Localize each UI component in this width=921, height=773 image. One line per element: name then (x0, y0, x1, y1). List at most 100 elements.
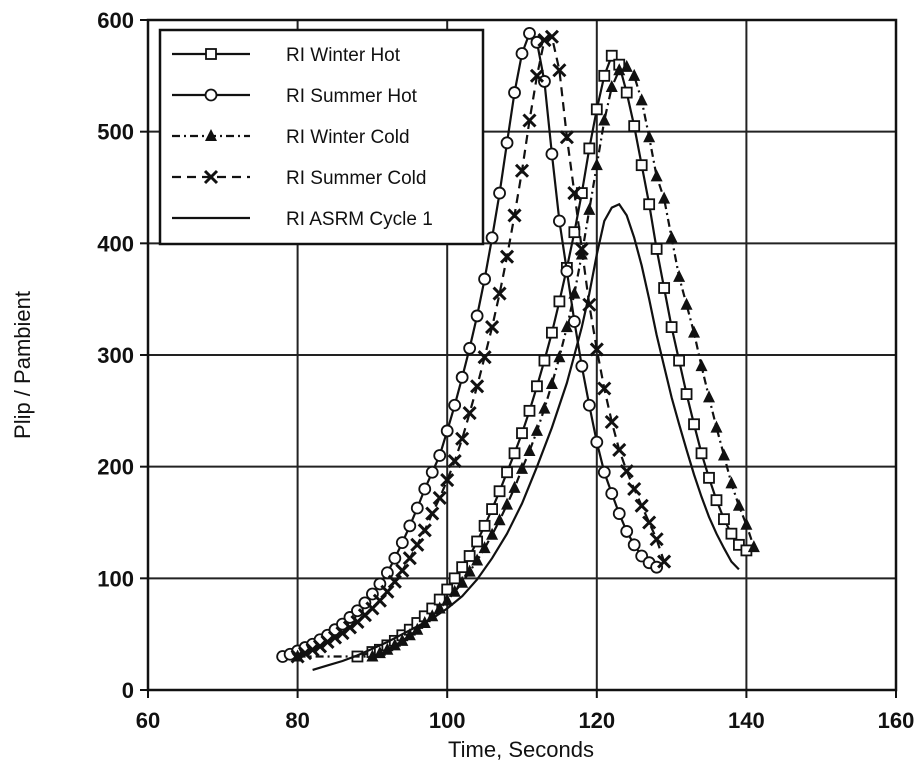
x-marker (380, 584, 395, 599)
triangle-marker (583, 202, 596, 215)
triangle-marker (747, 540, 760, 553)
square-marker (590, 103, 603, 116)
triangle-marker (478, 541, 491, 554)
square-marker (531, 380, 543, 393)
triangle-marker (493, 513, 506, 526)
circle-marker (418, 482, 432, 496)
x-axis-label: Time, Seconds (448, 737, 594, 762)
circle-marker (403, 519, 417, 533)
triangle-marker (396, 633, 409, 646)
y-tick-label: 200 (97, 455, 134, 480)
circle-marker (351, 604, 364, 618)
circle-marker (627, 538, 641, 552)
circle-marker (440, 424, 454, 438)
triangle-marker (411, 622, 424, 635)
square-marker (680, 388, 693, 400)
legend-label: RI ASRM Cycle 1 (286, 209, 433, 230)
triangle-marker (598, 113, 611, 126)
triangle-marker (695, 359, 708, 372)
x-marker (552, 63, 567, 78)
square-marker (620, 86, 633, 99)
square-marker (546, 326, 558, 339)
triangle-marker (530, 423, 543, 436)
x-marker (567, 186, 582, 201)
triangle-marker (471, 553, 484, 566)
circle-marker (597, 465, 611, 479)
triangle-marker (590, 158, 603, 171)
square-marker (598, 69, 611, 82)
y-axis-label: Plip / Pambient (10, 291, 35, 439)
x-marker (298, 646, 313, 661)
triangle-marker (448, 584, 461, 597)
square-marker (478, 519, 491, 532)
triangle-marker (740, 517, 753, 530)
y-tick-label: 400 (97, 231, 134, 256)
x-marker (559, 130, 574, 145)
x-marker (597, 381, 612, 396)
square-marker (575, 187, 588, 199)
x-marker (514, 163, 530, 178)
square-marker (635, 159, 648, 172)
triangle-marker (426, 609, 439, 622)
x-marker (425, 506, 440, 521)
x-marker (290, 649, 305, 664)
square-marker (553, 295, 566, 308)
x-marker (477, 350, 492, 365)
triangle-marker (441, 593, 454, 606)
series-line (312, 202, 740, 671)
x-marker (544, 29, 559, 44)
triangle-marker (650, 169, 663, 182)
circle-marker (448, 398, 462, 412)
square-marker (583, 142, 596, 155)
x-marker (492, 286, 507, 301)
triangle-marker (725, 476, 738, 489)
x-tick-label: 160 (878, 708, 915, 733)
x-marker (470, 379, 485, 394)
x-marker (604, 414, 619, 430)
circle-marker (508, 86, 521, 99)
circle-marker (590, 435, 604, 449)
x-marker (447, 454, 462, 469)
circle-marker (567, 315, 581, 328)
triangle-marker (665, 230, 678, 243)
square-marker (568, 226, 581, 239)
series-group (276, 27, 760, 671)
triangle-marker (373, 646, 386, 659)
circle-marker (500, 136, 514, 150)
triangle-marker (680, 297, 693, 310)
x-marker (387, 574, 402, 589)
square-marker (725, 527, 738, 540)
square-marker (523, 404, 536, 417)
x-marker (589, 342, 604, 357)
circle-marker (470, 309, 484, 323)
square-marker (501, 466, 513, 479)
x-marker (507, 208, 522, 223)
circle-marker (478, 272, 492, 286)
circle-marker (455, 370, 469, 384)
x-marker (327, 630, 343, 645)
square-marker (688, 418, 700, 431)
x-marker (312, 639, 328, 654)
circle-marker (515, 47, 529, 60)
square-marker (448, 572, 461, 585)
square-marker (695, 447, 708, 460)
square-marker (658, 282, 671, 294)
circle-marker (560, 264, 574, 278)
x-marker (627, 481, 642, 497)
square-marker (516, 427, 528, 440)
x-tick-label: 100 (429, 708, 466, 733)
legend-label: RI Summer Cold (286, 168, 426, 189)
circle-marker (612, 507, 626, 520)
x-marker (432, 490, 447, 505)
circle-marker (388, 551, 402, 565)
circle-marker (410, 501, 424, 515)
legend-label: RI Summer Hot (286, 86, 418, 107)
square-marker (463, 550, 476, 562)
triangle-marker (732, 498, 745, 511)
x-tick-label: 120 (578, 708, 615, 733)
triangle-marker (710, 420, 723, 433)
square-marker (628, 120, 641, 132)
x-marker (537, 33, 552, 48)
circle-marker (433, 449, 447, 462)
circle-marker (523, 27, 536, 40)
